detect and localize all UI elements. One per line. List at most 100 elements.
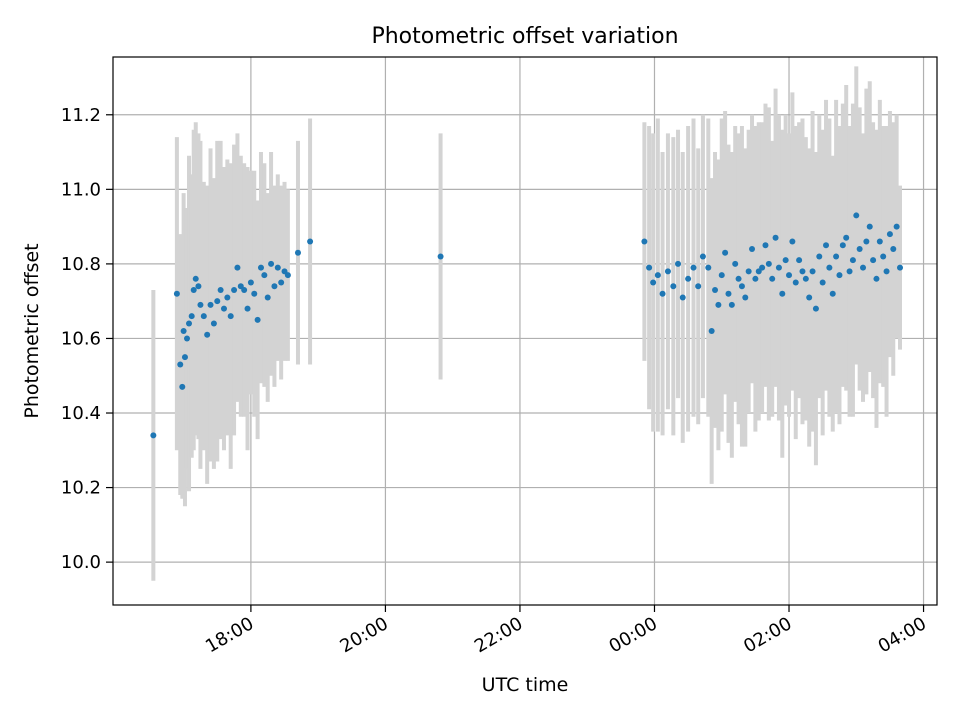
data-point [180, 328, 187, 334]
data-point [670, 283, 677, 290]
data-point [893, 223, 900, 230]
data-point [186, 320, 193, 327]
data-point [792, 279, 799, 286]
data-point [890, 245, 897, 252]
data-point [823, 242, 830, 249]
data-point [782, 257, 789, 264]
y-tick-label: 10.2 [61, 478, 101, 499]
data-point [789, 238, 796, 245]
data-point [188, 313, 195, 320]
data-point [765, 260, 772, 267]
data-point [181, 354, 188, 361]
data-point [150, 432, 157, 439]
data-point [210, 320, 217, 327]
data-point [207, 301, 214, 308]
data-point [251, 290, 258, 297]
data-point [873, 275, 880, 282]
data-point [241, 286, 248, 293]
data-point [752, 275, 759, 282]
data-point [833, 253, 840, 260]
data-point [231, 286, 238, 293]
data-point [829, 290, 836, 297]
data-point [738, 283, 745, 290]
data-point [195, 283, 202, 290]
data-point [217, 286, 224, 293]
data-point [173, 290, 180, 297]
data-point [772, 234, 779, 241]
data-point [200, 313, 207, 320]
data-point [769, 275, 776, 282]
data-point [227, 313, 234, 320]
y-tick-label: 10.6 [61, 328, 101, 349]
x-tick-label: 22:00 [471, 613, 526, 657]
data-point [268, 260, 275, 267]
data-point [856, 245, 863, 252]
data-point [179, 383, 186, 390]
data-point [816, 253, 823, 260]
data-point [224, 294, 231, 301]
data-point [860, 264, 867, 271]
data-point [257, 264, 264, 271]
data-point [244, 305, 251, 312]
data-point [190, 286, 197, 293]
data-point [204, 331, 211, 338]
y-tick-label: 11.0 [61, 179, 101, 200]
data-point [843, 234, 850, 241]
data-point [294, 249, 301, 256]
data-point [271, 283, 278, 290]
x-axis-label: UTC time [482, 674, 569, 696]
y-tick-label: 10.4 [61, 403, 101, 424]
x-axis-ticks: 18:00 20:00 22:00 00:00 02:00 04:00 [202, 605, 930, 657]
data-point [796, 257, 803, 264]
plot-frame [112, 56, 938, 606]
data-point [876, 238, 883, 245]
data-point [675, 260, 682, 267]
data-point [183, 335, 190, 342]
data-point [745, 268, 752, 275]
data-point [775, 264, 782, 271]
data-point [853, 212, 860, 219]
data-point [883, 268, 890, 275]
data-point [897, 264, 904, 271]
data-point [799, 268, 806, 275]
x-tick-label: 18:00 [202, 613, 257, 657]
data-point [728, 301, 735, 308]
data-point [247, 279, 254, 286]
data-point [679, 294, 686, 301]
data-point [735, 275, 742, 282]
data-point [886, 231, 893, 238]
data-point [849, 257, 856, 264]
chart-title: Photometric offset variation [371, 24, 678, 49]
data-point [732, 260, 739, 267]
data-point [718, 272, 725, 279]
data-point [802, 275, 809, 282]
data-point [863, 238, 870, 245]
data-point [695, 283, 702, 290]
data-point [685, 275, 692, 282]
data-point [722, 249, 729, 256]
data-point [650, 279, 657, 286]
data-point [654, 272, 661, 279]
data-point [214, 298, 221, 305]
data-point [646, 264, 653, 271]
data-point [809, 268, 816, 275]
x-tick-label: 02:00 [740, 613, 795, 657]
data-point [812, 305, 819, 312]
data-point [659, 290, 666, 297]
data-point [307, 238, 314, 245]
data-point [274, 264, 281, 271]
data-point [779, 290, 786, 297]
data-point [197, 301, 204, 308]
data-point [786, 272, 793, 279]
y-tick-label: 10.0 [61, 552, 101, 573]
data-point [846, 268, 853, 275]
errorbar-layer [151, 66, 903, 581]
data-point [836, 272, 843, 279]
data-point [826, 264, 833, 271]
y-tick-label: 10.8 [61, 254, 101, 275]
x-tick-label: 00:00 [606, 613, 661, 657]
data-point [234, 264, 241, 271]
data-point [749, 245, 756, 252]
